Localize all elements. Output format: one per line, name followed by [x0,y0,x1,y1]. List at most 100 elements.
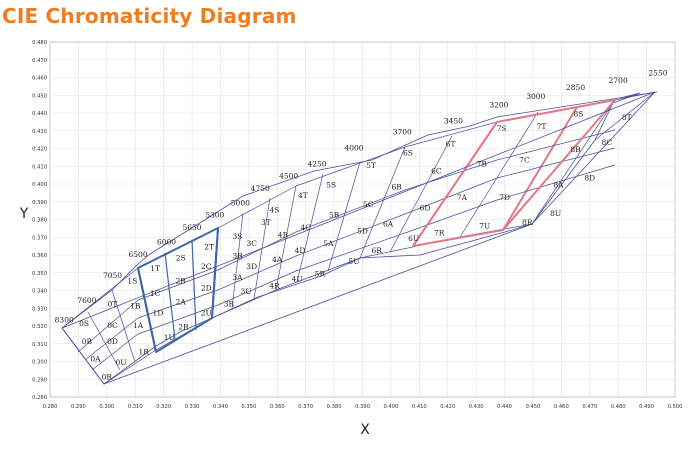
bin-label: 2A [176,298,187,307]
bin-label: 7R [434,228,445,237]
bin-label: 4R [269,282,280,291]
x-tick-label: 0.280 [43,404,58,410]
isotherm-line [531,99,616,225]
bin-label: 3U [240,287,251,296]
x-tick-label: 0.460 [554,404,569,410]
bin-label: 4D [295,246,306,255]
bin-label: 4A [272,255,283,264]
bin-label: 5T [366,161,376,170]
bin-label: 1B [130,301,141,310]
cct-label: 4250 [307,159,326,168]
isotherm-line [275,185,297,291]
cct-label: 3200 [489,101,508,110]
duv-line [84,147,616,361]
cct-label: 3700 [393,127,412,136]
bin-label: 2U [201,308,212,317]
bin-label: 6U [408,234,419,243]
x-tick-label: 0.330 [185,404,200,410]
bin-label: 1C [150,289,161,298]
bin-label: 4C [300,223,311,232]
bin-label: 0A [90,355,101,364]
red-bin-outline [412,99,616,247]
bin-label: 1T [150,264,160,273]
y-tick-label: 0.350 [32,271,47,277]
bin-label: 5R [315,269,326,278]
outer-frame [61,91,656,385]
bin-label: 7A [457,193,468,202]
y-tick-label: 0.340 [32,289,47,295]
cct-label: 4500 [279,172,298,181]
x-tick-label: 0.370 [298,404,313,410]
x-tick-label: 0.320 [156,404,171,410]
y-tick-label: 0.460 [32,76,47,82]
bin-label: 5U [348,257,359,266]
x-tick-label: 0.390 [355,404,370,410]
isotherm-line [87,311,121,371]
y-tick-label: 0.390 [32,200,47,206]
y-tick-label: 0.360 [32,253,47,259]
bin-label: 4B [278,230,289,239]
y-tick-label: 0.380 [32,218,47,224]
bin-label: 6T [446,140,456,149]
y-tick-label: 0.440 [32,111,47,117]
y-tick-label: 0.400 [32,182,47,188]
bin-label: 7B [477,159,488,168]
bin-label: 7S [497,124,507,133]
x-tick-label: 0.500 [668,404,683,410]
y-tick-label: 0.450 [32,93,47,99]
bin-label: 5D [357,227,368,236]
x-tick-label: 0.470 [582,404,597,410]
x-tick-label: 0.450 [526,404,541,410]
isotherm-line [231,212,244,310]
bin-label: 6A [383,220,394,229]
bin-label: 3D [246,262,257,271]
cct-label: 5000 [231,198,250,207]
x-tick-label: 0.490 [639,404,654,410]
cct-label: 7050 [103,271,122,280]
bin-label: 0D [107,337,118,346]
y-tick-label: 0.410 [32,164,47,170]
bin-label: 0S [79,319,89,328]
bin-label: 1R [139,347,150,356]
bin-label: 8C [602,138,613,147]
blue-bin-outline [137,227,219,353]
bin-label: 3A [232,273,243,282]
cct-label: 3450 [444,117,463,126]
bin-label: 8R [522,218,533,227]
bin-label: 8T [622,113,632,122]
bin-label: 7C [519,156,530,165]
isotherm-line [594,91,656,141]
bin-label: 8A [553,181,564,190]
bin-label: 0T [108,299,118,308]
bin-label: 4U [292,275,303,284]
bin-label: 2B [176,276,187,285]
isotherm-line [359,146,406,259]
bin-label: 0B [82,337,93,346]
bin-label: 0U [115,358,126,367]
bin-label: 6R [371,246,382,255]
cct-label: 5300 [205,211,224,220]
duv-line [91,164,616,371]
x-tick-label: 0.410 [412,404,427,410]
cct-label: 8300 [55,315,74,324]
y-tick-label: 0.470 [32,58,47,64]
chromaticity-grid [61,91,658,385]
bin-label: 1S [127,276,137,285]
x-tick-label: 0.400 [383,404,398,410]
cct-label: 4000 [344,143,363,152]
isotherm-line [502,106,578,231]
bin-label: 6B [391,182,402,191]
y-tick-label: 0.280 [32,395,47,401]
x-tick-label: 0.310 [128,404,143,410]
y-tick-label: 0.330 [32,306,47,312]
gridlines [49,41,676,398]
x-tick-label: 0.380 [327,404,342,410]
bin-label: 5S [326,181,336,190]
bin-label: 5C [363,200,374,209]
bin-label: 8D [584,173,595,182]
x-tick-labels: 0.280 0.290 0.300 0.310 0.320 0.330 0.340 0.350… [43,404,683,410]
x-tick-label: 0.290 [71,404,86,410]
